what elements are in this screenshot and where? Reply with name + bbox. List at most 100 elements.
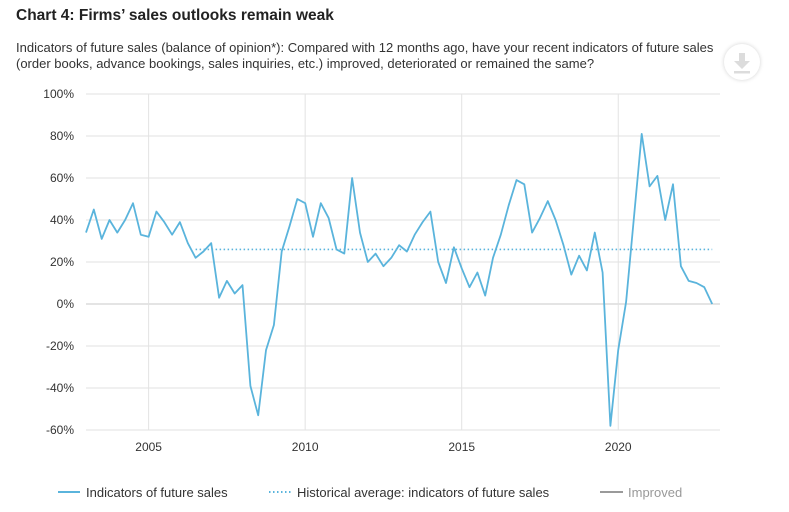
y-tick-label: 80% xyxy=(50,129,74,143)
future-sales-point xyxy=(202,250,205,253)
future-sales-point xyxy=(460,267,463,270)
future-sales-point xyxy=(225,279,228,282)
future-sales-point xyxy=(405,250,408,253)
future-sales-point xyxy=(288,225,291,228)
future-sales-point xyxy=(413,233,416,236)
future-sales-point xyxy=(249,384,252,387)
chart-grid xyxy=(86,93,720,431)
future-sales-point xyxy=(358,231,361,234)
y-tick-label: 100% xyxy=(43,87,74,101)
future-sales-point xyxy=(687,279,690,282)
chart-subtitle: Indicators of future sales (balance of o… xyxy=(16,40,714,71)
future-sales-point xyxy=(711,303,714,306)
x-tick-label: 2015 xyxy=(448,440,475,454)
future-sales-point xyxy=(468,286,471,289)
x-tick-label: 2005 xyxy=(135,440,162,454)
chart-title: Chart 4: Firms’ sales outlooks remain we… xyxy=(16,7,334,24)
future-sales-point xyxy=(163,221,166,224)
future-sales-point xyxy=(578,254,581,257)
y-tick-label: -40% xyxy=(46,381,74,395)
future-sales-point xyxy=(296,198,299,201)
future-sales-point xyxy=(116,231,119,234)
future-sales-point xyxy=(327,216,330,219)
x-axis: 2005 2010 2015 2020 xyxy=(135,440,632,454)
future-sales-point xyxy=(241,284,244,287)
future-sales-point xyxy=(421,221,424,224)
future-sales-point xyxy=(178,221,181,224)
future-sales-point xyxy=(85,231,88,234)
future-sales-point xyxy=(429,210,432,213)
future-sales-point xyxy=(656,174,659,177)
future-sales-point xyxy=(265,349,268,352)
x-tick-label: 2020 xyxy=(605,440,632,454)
future-sales-point xyxy=(593,231,596,234)
future-sales-point xyxy=(139,233,142,236)
future-sales-point xyxy=(538,216,541,219)
future-sales-point xyxy=(398,244,401,247)
future-sales-point xyxy=(272,324,275,327)
future-sales-point xyxy=(554,219,557,222)
future-sales-point xyxy=(499,233,502,236)
future-sales-point xyxy=(648,185,651,188)
download-button[interactable] xyxy=(724,44,760,80)
future-sales-point xyxy=(703,286,706,289)
future-sales-point xyxy=(131,202,134,205)
future-sales-point xyxy=(679,265,682,268)
y-tick-label: 0% xyxy=(57,297,75,311)
future-sales-point xyxy=(672,183,675,186)
future-sales-point xyxy=(484,294,487,297)
legend-item-label[interactable]: Historical average: indicators of future… xyxy=(297,485,550,500)
future-sales-point xyxy=(695,282,698,285)
y-tick-label: 40% xyxy=(50,213,74,227)
future-sales-point xyxy=(335,248,338,251)
y-tick-label: -60% xyxy=(46,423,74,437)
future-sales-point xyxy=(147,235,150,238)
future-sales-point xyxy=(351,177,354,180)
future-sales-point xyxy=(452,246,455,249)
future-sales-point xyxy=(507,204,510,207)
future-sales-point xyxy=(601,271,604,274)
future-sales-point xyxy=(585,269,588,272)
future-sales-point xyxy=(108,219,111,222)
y-axis: 100% 80% 60% 40% 20% 0% -20% -40% -60% xyxy=(43,87,74,437)
future-sales-point xyxy=(531,231,534,234)
future-sales-point xyxy=(304,202,307,205)
future-sales-point xyxy=(210,242,213,245)
future-sales-point xyxy=(562,244,565,247)
future-sales-point xyxy=(280,250,283,253)
future-sales-series xyxy=(85,132,714,427)
future-sales-point xyxy=(437,261,440,264)
future-sales-point xyxy=(100,237,103,240)
future-sales-point xyxy=(194,256,197,259)
future-sales-point xyxy=(186,242,189,245)
future-sales-point xyxy=(382,265,385,268)
future-sales-point xyxy=(311,235,314,238)
future-sales-point xyxy=(664,219,667,222)
future-sales-point xyxy=(218,296,221,299)
future-sales-point xyxy=(617,349,620,352)
future-sales-point xyxy=(92,208,95,211)
future-sales-point xyxy=(343,252,346,255)
future-sales-point xyxy=(523,183,526,186)
future-sales-point xyxy=(390,256,393,259)
future-sales-point xyxy=(625,300,628,303)
legend-item-label[interactable]: Indicators of future sales xyxy=(86,485,228,500)
future-sales-point xyxy=(124,219,127,222)
y-tick-label: 20% xyxy=(50,255,74,269)
future-sales-point xyxy=(257,414,260,417)
future-sales-point xyxy=(445,282,448,285)
y-tick-label: -20% xyxy=(46,339,74,353)
chart-legend: Indicators of future sales Historical ave… xyxy=(58,485,682,500)
future-sales-point xyxy=(366,261,369,264)
future-sales-point xyxy=(233,292,236,295)
future-sales-point xyxy=(632,216,635,219)
future-sales-point xyxy=(570,273,573,276)
future-sales-point xyxy=(476,271,479,274)
legend-item-label[interactable]: Improved xyxy=(628,485,682,500)
y-tick-label: 60% xyxy=(50,171,74,185)
future-sales-line xyxy=(85,132,714,427)
download-icon xyxy=(734,53,750,74)
future-sales-point xyxy=(640,132,643,135)
future-sales-point xyxy=(492,256,495,259)
